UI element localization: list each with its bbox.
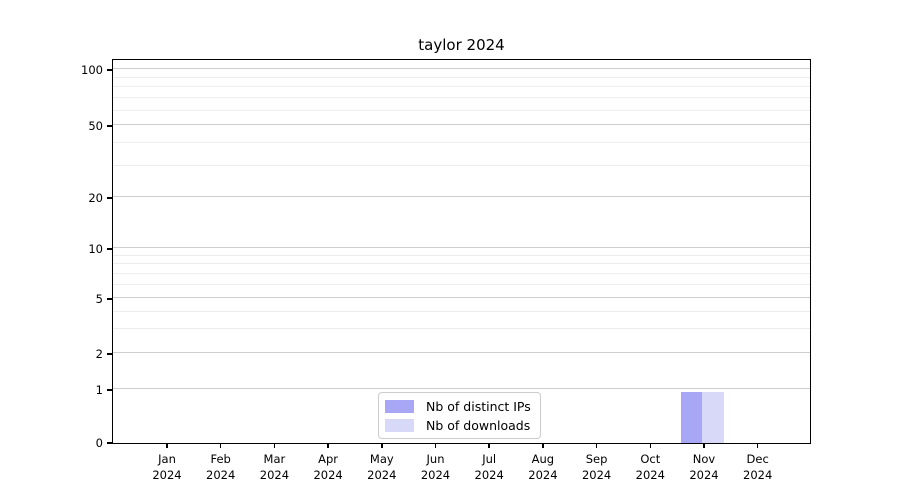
x-tick-2 [273, 443, 276, 448]
x-tick-11 [756, 443, 759, 448]
y-tick-1 [107, 389, 112, 391]
y-tick-5 [107, 298, 112, 300]
y-tick-label-20: 20 [88, 191, 103, 205]
y-tick-50 [107, 125, 112, 127]
bar-nb-of-distinct-ips-10 [680, 391, 703, 443]
gridline-minor-80 [113, 86, 810, 88]
plot-area [112, 59, 811, 444]
x-tick-1 [219, 443, 222, 448]
gridline-major-2 [113, 352, 810, 354]
legend-entry-downloads: Nb of downloads [385, 419, 531, 432]
legend-label-downloads: Nb of downloads [426, 418, 531, 433]
y-tick-label-0: 0 [95, 436, 103, 450]
y-tick-2 [107, 353, 112, 355]
gridline-major-1 [113, 388, 810, 390]
y-tick-100 [107, 69, 112, 71]
gridline-minor-40 [113, 141, 810, 143]
gridline-minor-4 [113, 310, 810, 312]
y-tick-label-10: 10 [88, 242, 103, 256]
x-tick-10 [703, 443, 705, 448]
x-tick-8 [595, 443, 598, 448]
x-tick-label-3: Apr 2024 [313, 452, 343, 482]
legend: Nb of distinct IPs Nb of downloads [378, 392, 541, 439]
legend-swatch-distinct-ips [385, 400, 414, 413]
y-tick-0 [107, 442, 112, 444]
gridline-major-100 [113, 68, 810, 70]
bar-nb-of-downloads-10 [702, 391, 724, 443]
chart-title: taylor 2024 [418, 36, 505, 54]
y-tick-label-1: 1 [95, 383, 103, 397]
legend-entry-distinct-ips: Nb of distinct IPs [385, 400, 531, 413]
x-tick-label-2: Mar 2024 [259, 452, 290, 482]
y-tick-label-2: 2 [95, 347, 103, 361]
x-tick-label-11: Dec 2024 [743, 452, 773, 482]
x-tick-7 [542, 443, 544, 448]
gridline-minor-6 [113, 284, 810, 286]
gridline-major-20 [113, 196, 810, 198]
y-tick-20 [107, 197, 112, 199]
y-tick-label-50: 50 [88, 119, 103, 133]
x-tick-label-1: Feb 2024 [206, 452, 236, 482]
x-tick-label-9: Oct 2024 [635, 452, 665, 482]
gridline-major-5 [113, 297, 810, 299]
x-tick-label-4: May 2024 [367, 452, 397, 482]
x-tick-label-5: Jun 2024 [420, 452, 451, 482]
gridline-minor-3 [113, 328, 810, 330]
gridline-minor-60 [113, 109, 810, 111]
legend-label-distinct-ips: Nb of distinct IPs [426, 399, 531, 414]
x-tick-label-10: Nov 2024 [689, 452, 719, 482]
x-tick-9 [649, 443, 652, 448]
x-tick-3 [327, 443, 329, 448]
gridline-minor-70 [113, 97, 810, 99]
y-tick-label-100: 100 [81, 63, 103, 77]
x-tick-6 [488, 443, 490, 448]
legend-swatch-downloads [385, 419, 414, 432]
x-tick-label-8: Sep 2024 [581, 452, 612, 482]
gridline-minor-9 [113, 255, 810, 256]
y-tick-10 [107, 248, 112, 250]
y-tick-label-5: 5 [95, 292, 103, 306]
x-tick-4 [381, 443, 383, 448]
gridline-minor-30 [113, 164, 810, 166]
gridline-minor-8 [113, 263, 810, 265]
x-tick-5 [434, 443, 437, 448]
x-tick-0 [166, 443, 168, 448]
x-tick-label-7: Aug 2024 [528, 452, 558, 482]
x-tick-label-0: Jan 2024 [152, 452, 182, 482]
gridline-minor-7 [113, 273, 810, 275]
gridline-minor-90 [113, 76, 810, 78]
x-tick-label-6: Jul 2024 [474, 452, 504, 482]
gridline-major-50 [113, 124, 810, 126]
gridline-major-10 [113, 247, 810, 249]
